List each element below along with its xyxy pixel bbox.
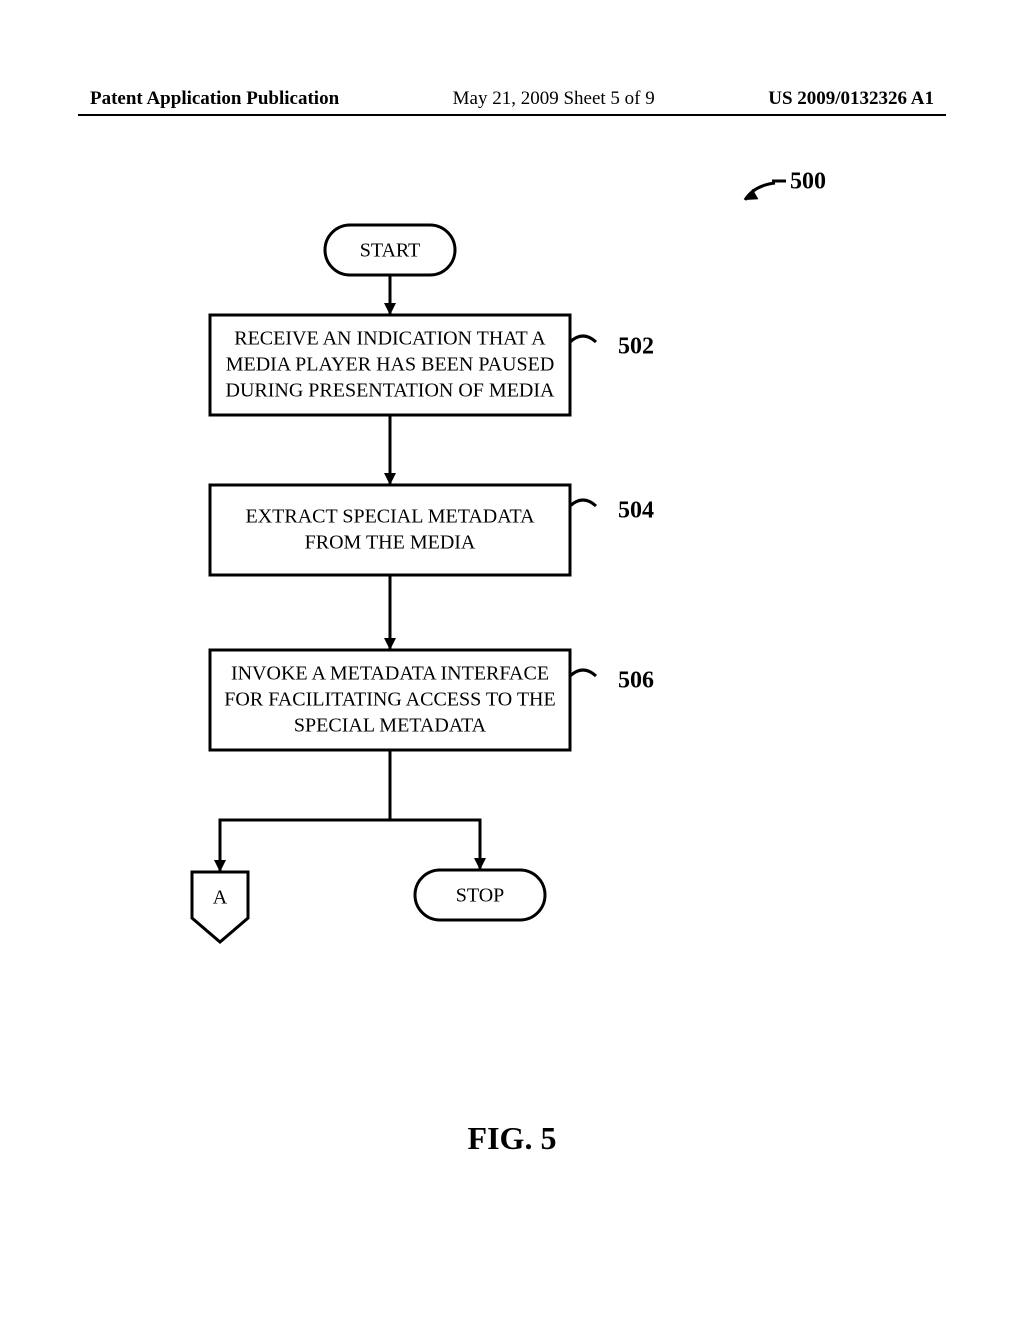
header-right: US 2009/0132326 A1 [768,88,934,110]
svg-text:RECEIVE AN INDICATION THAT A: RECEIVE AN INDICATION THAT A [234,328,546,350]
svg-text:500: 500 [790,169,826,195]
flowchart-canvas: START RECEIVE AN INDICATION THAT A MEDIA P… [0,140,1024,1040]
svg-text:STOP: STOP [456,885,505,907]
svg-text:504: 504 [618,498,654,524]
header-left: Patent Application Publication [90,88,339,110]
header-mid: May 21, 2009 Sheet 5 of 9 [453,88,655,110]
svg-text:FOR FACILITATING ACCESS TO THE: FOR FACILITATING ACCESS TO THE [224,689,555,711]
svg-text:START: START [360,240,421,262]
svg-text:SPECIAL METADATA: SPECIAL METADATA [294,715,487,737]
svg-text:MEDIA PLAYER HAS BEEN PAUSED: MEDIA PLAYER HAS BEEN PAUSED [226,354,555,376]
svg-text:FROM THE MEDIA: FROM THE MEDIA [305,532,476,554]
svg-text:A: A [213,887,228,909]
flowchart-svg: START RECEIVE AN INDICATION THAT A MEDIA P… [0,140,1024,1040]
svg-text:INVOKE A METADATA INTERFACE: INVOKE A METADATA INTERFACE [231,663,549,685]
header-rule [78,114,946,116]
svg-text:DURING PRESENTATION OF MEDIA: DURING PRESENTATION OF MEDIA [226,380,556,402]
svg-text:506: 506 [618,668,654,694]
figure-label: FIG. 5 [0,1120,1024,1157]
svg-text:EXTRACT SPECIAL METADATA: EXTRACT SPECIAL METADATA [245,506,535,528]
page-header: Patent Application Publication May 21, 2… [90,88,934,110]
svg-text:502: 502 [618,334,654,360]
